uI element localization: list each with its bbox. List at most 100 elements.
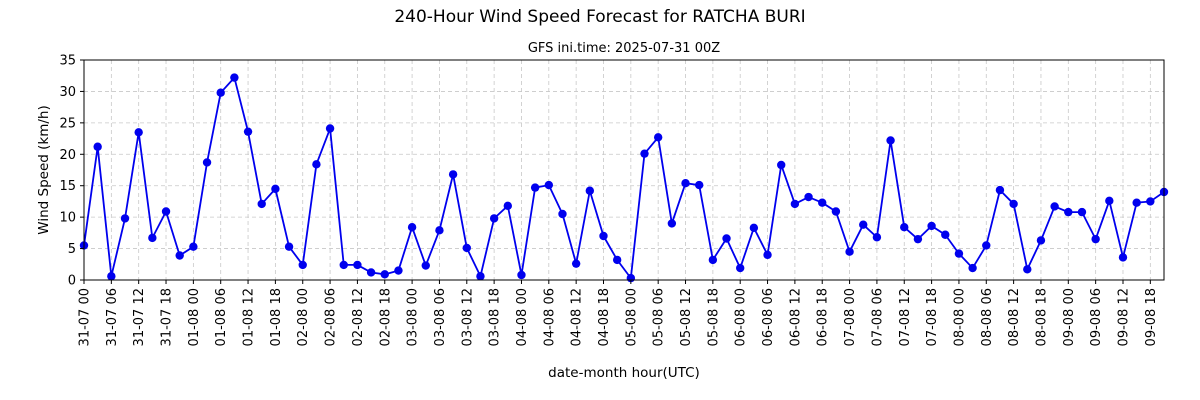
y-axis-ticks: 0 5 10 15 20 25 30 35: [59, 54, 84, 289]
data-point: [298, 260, 307, 270]
x-tick-label: 31-07 12: [132, 288, 147, 346]
data-point: [804, 192, 813, 202]
data-point: [134, 128, 143, 137]
data-point: [407, 223, 417, 232]
x-tick-label: 02-08 12: [351, 288, 366, 346]
data-point: [366, 268, 376, 277]
data-point: [995, 185, 1005, 195]
data-point: [708, 255, 718, 265]
data-point: [968, 263, 977, 273]
data-point: [93, 142, 102, 151]
data-point: [859, 220, 868, 229]
data-point: [831, 207, 841, 216]
x-tick-label: 02-08 06: [324, 288, 339, 346]
x-tick-label: 04-08 12: [570, 288, 585, 346]
x-tick-label: 09-08 00: [1062, 288, 1077, 346]
x-tick-label: 08-08 12: [1007, 288, 1022, 346]
data-point: [1118, 253, 1128, 262]
x-tick-label: 06-08 06: [761, 288, 776, 346]
data-point: [544, 180, 554, 190]
data-point: [845, 247, 854, 256]
x-tick-label: 08-08 06: [980, 288, 995, 346]
data-point: [886, 136, 895, 145]
data-point: [530, 183, 540, 192]
y-axis-label: Wind Speed (km/h): [36, 105, 52, 234]
x-tick-label: 02-08 18: [378, 288, 393, 346]
data-point: [1050, 202, 1059, 211]
x-tick-label: 06-08 00: [734, 288, 749, 346]
x-tick-label: 05-08 18: [706, 288, 721, 346]
data-point: [736, 263, 745, 273]
data-point: [517, 270, 526, 280]
data-point: [900, 223, 909, 232]
x-tick-label: 04-08 00: [515, 288, 530, 346]
x-axis-ticks: 31-07 00 31-07 06 31-07 12 31-07 18 01-08 00…: [78, 280, 1159, 346]
data-point: [913, 234, 923, 244]
x-tick-label: 09-08 06: [1089, 288, 1104, 346]
data-point: [681, 179, 690, 188]
data-point: [175, 251, 184, 260]
y-tick-label: 10: [59, 211, 76, 226]
data-point: [394, 266, 403, 275]
data-point: [325, 124, 335, 133]
data-point: [1064, 207, 1073, 217]
data-point: [790, 199, 800, 209]
x-tick-label: 31-07 06: [105, 288, 120, 346]
data-point: [476, 272, 485, 281]
data-point: [284, 242, 294, 251]
data-point: [448, 170, 458, 179]
x-axis-label: date-month hour(UTC): [548, 365, 700, 381]
data-point: [489, 214, 499, 223]
x-tick-label: 09-08 12: [1116, 288, 1131, 346]
wind-speed-series-line: [83, 76, 1165, 280]
x-tick-label: 04-08 06: [542, 288, 557, 346]
data-point: [1077, 207, 1087, 217]
data-point: [120, 214, 130, 223]
y-tick-label: 0: [68, 274, 76, 289]
data-point: [667, 219, 677, 228]
data-point: [653, 133, 663, 142]
x-tick-label: 07-08 18: [925, 288, 940, 346]
data-point: [462, 243, 471, 253]
series-layer: [79, 73, 1169, 283]
x-tick-label: 08-08 00: [952, 288, 967, 346]
data-point: [353, 260, 362, 270]
y-tick-label: 5: [68, 242, 76, 257]
y-tick-label: 15: [59, 179, 76, 194]
data-point: [1023, 265, 1032, 274]
x-tick-label: 06-08 18: [816, 288, 831, 346]
x-tick-label: 07-08 06: [870, 288, 885, 346]
data-point: [216, 88, 225, 97]
x-tick-label: 04-08 18: [597, 288, 612, 346]
x-tick-label: 31-07 18: [160, 288, 175, 346]
x-tick-label: 01-08 12: [242, 288, 257, 346]
x-tick-label: 03-08 18: [488, 288, 503, 346]
y-tick-label: 25: [59, 116, 76, 131]
y-tick-label: 30: [59, 85, 76, 100]
y-tick-label: 20: [59, 148, 76, 163]
data-point: [421, 261, 430, 270]
data-point: [694, 180, 704, 190]
data-point: [1146, 197, 1155, 206]
data-point: [612, 255, 622, 265]
data-point: [954, 249, 964, 258]
data-point: [872, 233, 882, 242]
data-point: [189, 242, 198, 251]
data-point: [571, 259, 581, 268]
data-point: [749, 223, 759, 233]
x-tick-label: 01-08 18: [269, 288, 284, 346]
data-point: [1091, 234, 1100, 244]
data-point: [1132, 198, 1141, 207]
data-point: [202, 158, 212, 167]
data-point: [763, 250, 772, 260]
data-point: [982, 241, 991, 250]
data-point: [435, 226, 444, 235]
data-point: [107, 272, 116, 281]
data-point: [257, 199, 266, 209]
data-point: [148, 233, 157, 243]
data-point: [1105, 196, 1114, 205]
x-tick-label: 01-08 00: [187, 288, 202, 346]
data-point: [818, 198, 827, 207]
